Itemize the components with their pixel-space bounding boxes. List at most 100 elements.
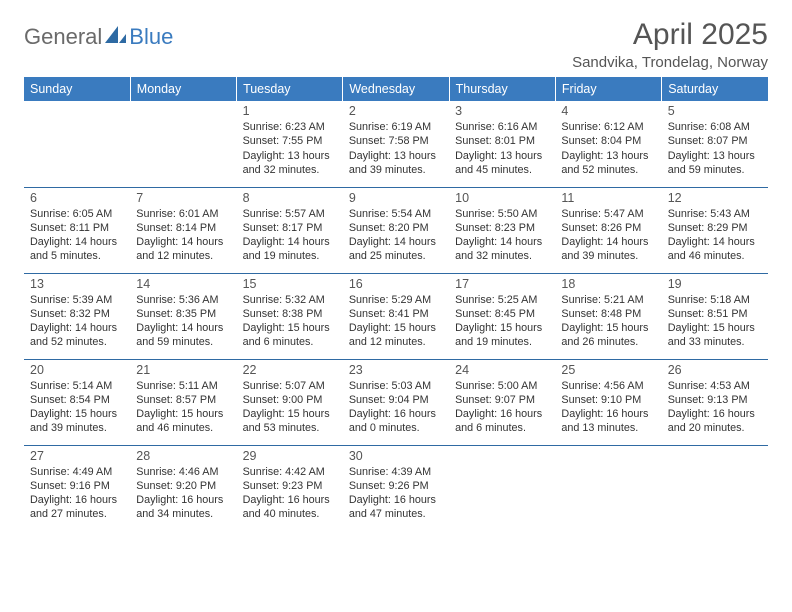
calendar-week-row: 20Sunrise: 5:14 AMSunset: 8:54 PMDayligh… [24, 359, 768, 445]
day-info: Sunrise: 5:18 AMSunset: 8:51 PMDaylight:… [668, 293, 762, 350]
calendar-cell: 11Sunrise: 5:47 AMSunset: 8:26 PMDayligh… [555, 187, 661, 273]
calendar-cell: 7Sunrise: 6:01 AMSunset: 8:14 PMDaylight… [130, 187, 236, 273]
day-number: 18 [561, 277, 655, 291]
sunset-text: Sunset: 8:17 PM [243, 221, 337, 235]
sunset-text: Sunset: 9:10 PM [561, 393, 655, 407]
sunrise-text: Sunrise: 5:11 AM [136, 379, 230, 393]
sunrise-text: Sunrise: 5:03 AM [349, 379, 443, 393]
day-number: 1 [243, 104, 337, 118]
day-number: 9 [349, 191, 443, 205]
calendar-head: Sunday Monday Tuesday Wednesday Thursday… [24, 77, 768, 101]
daylight-text: Daylight: 14 hours and 52 minutes. [30, 321, 124, 350]
calendar-cell: 25Sunrise: 4:56 AMSunset: 9:10 PMDayligh… [555, 359, 661, 445]
sunrise-text: Sunrise: 5:21 AM [561, 293, 655, 307]
calendar-page: General Blue April 2025 Sandvika, Tronde… [0, 0, 792, 612]
calendar-cell: 6Sunrise: 6:05 AMSunset: 8:11 PMDaylight… [24, 187, 130, 273]
weekday-wednesday: Wednesday [343, 77, 449, 101]
sunset-text: Sunset: 8:32 PM [30, 307, 124, 321]
calendar-cell: 27Sunrise: 4:49 AMSunset: 9:16 PMDayligh… [24, 445, 130, 531]
daylight-text: Daylight: 15 hours and 26 minutes. [561, 321, 655, 350]
calendar-cell: 12 Sunrise: 5:43 AMSunset: 8:29 PMDayligh… [662, 187, 768, 273]
sunset-text: Sunset: 8:23 PM [455, 221, 549, 235]
sunrise-text: Sunrise: 4:53 AM [668, 379, 762, 393]
calendar-cell: 20Sunrise: 5:14 AMSunset: 8:54 PMDayligh… [24, 359, 130, 445]
day-info: Sunrise: 6:23 AMSunset: 7:55 PMDaylight:… [243, 120, 337, 177]
logo: General Blue [24, 18, 173, 50]
day-number: 6 [30, 191, 124, 205]
day-info: Sunrise: 5:00 AMSunset: 9:07 PMDaylight:… [455, 379, 549, 436]
daylight-text: Daylight: 14 hours and 12 minutes. [136, 235, 230, 264]
day-number: 14 [136, 277, 230, 291]
sunrise-text: Sunrise: 5:50 AM [455, 207, 549, 221]
day-number: 16 [349, 277, 443, 291]
day-number: 3 [455, 104, 549, 118]
daylight-text: Daylight: 16 hours and 47 minutes. [349, 493, 443, 522]
day-number: 5 [668, 104, 762, 118]
sunrise-text: Sunrise: 5:07 AM [243, 379, 337, 393]
sunrise-text: Sunrise: 5:36 AM [136, 293, 230, 307]
day-info: Sunrise: 5:11 AMSunset: 8:57 PMDaylight:… [136, 379, 230, 436]
calendar-cell [24, 101, 130, 187]
day-info: Sunrise: 5:07 AMSunset: 9:00 PMDaylight:… [243, 379, 337, 436]
calendar-cell: 13Sunrise: 5:39 AMSunset: 8:32 PMDayligh… [24, 273, 130, 359]
daylight-text: Daylight: 13 hours and 52 minutes. [561, 149, 655, 178]
sunrise-text: Sunrise: 4:42 AM [243, 465, 337, 479]
day-info: Sunrise: 5:39 AMSunset: 8:32 PMDaylight:… [30, 293, 124, 350]
page-header: General Blue April 2025 Sandvika, Tronde… [24, 18, 768, 71]
sunset-text: Sunset: 8:04 PM [561, 134, 655, 148]
daylight-text: Daylight: 16 hours and 0 minutes. [349, 407, 443, 436]
sunrise-text: Sunrise: 6:12 AM [561, 120, 655, 134]
daylight-text: Daylight: 14 hours and 59 minutes. [136, 321, 230, 350]
daylight-text: Daylight: 13 hours and 59 minutes. [668, 149, 762, 178]
calendar-cell: 2Sunrise: 6:19 AMSunset: 7:58 PMDaylight… [343, 101, 449, 187]
sunset-text: Sunset: 8:20 PM [349, 221, 443, 235]
day-number: 17 [455, 277, 549, 291]
sunset-text: Sunset: 9:13 PM [668, 393, 762, 407]
day-number: 27 [30, 449, 124, 463]
day-info: Sunrise: 5:36 AMSunset: 8:35 PMDaylight:… [136, 293, 230, 350]
sunset-text: Sunset: 8:07 PM [668, 134, 762, 148]
day-number: 29 [243, 449, 337, 463]
sunset-text: Sunset: 8:57 PM [136, 393, 230, 407]
sunrise-text: Sunrise: 5:32 AM [243, 293, 337, 307]
calendar-cell: 18 Sunrise: 5:21 AMSunset: 8:48 PMDayligh… [555, 273, 661, 359]
sunrise-text: Sunrise: 5:57 AM [243, 207, 337, 221]
day-number: 20 [30, 363, 124, 377]
daylight-text: Daylight: 13 hours and 39 minutes. [349, 149, 443, 178]
day-info: Sunrise: 5:47 AMSunset: 8:26 PMDaylight:… [561, 207, 655, 264]
sunset-text: Sunset: 9:23 PM [243, 479, 337, 493]
day-info: Sunrise: 4:56 AMSunset: 9:10 PMDaylight:… [561, 379, 655, 436]
sunset-text: Sunset: 8:48 PM [561, 307, 655, 321]
sunrise-text: Sunrise: 4:56 AM [561, 379, 655, 393]
daylight-text: Daylight: 14 hours and 25 minutes. [349, 235, 443, 264]
calendar-cell: 5Sunrise: 6:08 AMSunset: 8:07 PMDaylight… [662, 101, 768, 187]
calendar-cell: 10Sunrise: 5:50 AMSunset: 8:23 PMDayligh… [449, 187, 555, 273]
sunset-text: Sunset: 8:29 PM [668, 221, 762, 235]
weekday-friday: Friday [555, 77, 661, 101]
sunset-text: Sunset: 9:26 PM [349, 479, 443, 493]
daylight-text: Daylight: 15 hours and 19 minutes. [455, 321, 549, 350]
day-number: 24 [455, 363, 549, 377]
daylight-text: Daylight: 16 hours and 34 minutes. [136, 493, 230, 522]
logo-word-2: Blue [129, 24, 173, 50]
calendar-cell [555, 445, 661, 531]
weekday-monday: Monday [130, 77, 236, 101]
day-info: Sunrise: 4:53 AMSunset: 9:13 PMDaylight:… [668, 379, 762, 436]
logo-word-1: General [24, 24, 102, 50]
day-info: Sunrise: 5:21 AMSunset: 8:48 PMDaylight:… [561, 293, 655, 350]
daylight-text: Daylight: 14 hours and 32 minutes. [455, 235, 549, 264]
calendar-cell: 22Sunrise: 5:07 AMSunset: 9:00 PMDayligh… [237, 359, 343, 445]
calendar-cell: 19Sunrise: 5:18 AMSunset: 8:51 PMDayligh… [662, 273, 768, 359]
day-info: Sunrise: 5:43 AMSunset: 8:29 PMDaylight:… [668, 207, 762, 264]
calendar-cell: 21Sunrise: 5:11 AMSunset: 8:57 PMDayligh… [130, 359, 236, 445]
sunrise-text: Sunrise: 4:46 AM [136, 465, 230, 479]
sunset-text: Sunset: 8:14 PM [136, 221, 230, 235]
sunset-text: Sunset: 8:38 PM [243, 307, 337, 321]
calendar-cell: 15Sunrise: 5:32 AMSunset: 8:38 PMDayligh… [237, 273, 343, 359]
day-number: 2 [349, 104, 443, 118]
sunrise-text: Sunrise: 5:25 AM [455, 293, 549, 307]
sunset-text: Sunset: 9:20 PM [136, 479, 230, 493]
day-number: 12 [668, 191, 762, 205]
daylight-text: Daylight: 13 hours and 32 minutes. [243, 149, 337, 178]
month-title: April 2025 [572, 18, 768, 52]
